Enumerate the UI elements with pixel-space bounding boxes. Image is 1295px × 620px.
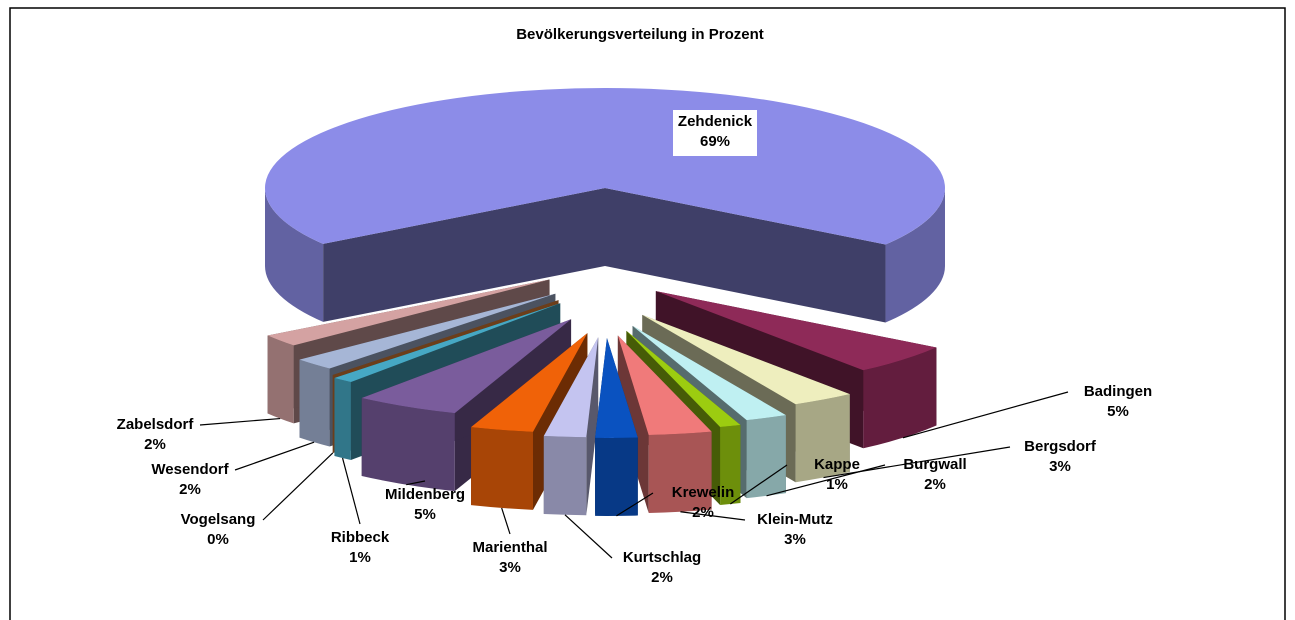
- value-label: 2%: [144, 436, 166, 453]
- category-label: Zabelsdorf: [117, 416, 195, 433]
- slice-wall: [746, 415, 786, 499]
- slice-top: [267, 279, 550, 346]
- value-label: 2%: [692, 504, 714, 521]
- category-label: Vogelsang: [181, 511, 256, 528]
- category-label: Mildenberg: [385, 486, 465, 503]
- category-label: Wesendorf: [151, 461, 229, 478]
- value-label: 3%: [499, 559, 521, 576]
- slice-top: [334, 303, 561, 383]
- leader-line: [902, 391, 1069, 439]
- slice-top: [265, 88, 946, 245]
- slice-wall: [361, 397, 455, 492]
- leader-line: [680, 511, 746, 521]
- category-label: Marienthal: [472, 539, 547, 556]
- value-label: 2%: [179, 481, 201, 498]
- slice-top: [471, 333, 588, 432]
- category-label: Klein-Mutz: [757, 511, 833, 528]
- slice-wall: [265, 188, 324, 322]
- leader-line: [406, 480, 426, 486]
- slice: [265, 88, 946, 323]
- slice-top: [617, 335, 712, 436]
- category-label: Kurtschlag: [623, 549, 701, 566]
- slice-top: [626, 330, 741, 427]
- slice-wall: [595, 437, 638, 516]
- slice-top: [595, 337, 638, 438]
- label-background: [673, 110, 757, 156]
- category-label: Zehdenick: [678, 113, 753, 130]
- value-label: 5%: [1107, 403, 1129, 420]
- category-label: Ribbeck: [331, 529, 390, 546]
- slice-wall: [299, 359, 330, 447]
- leader-line: [341, 457, 361, 525]
- leader-line: [729, 464, 788, 505]
- slice-wall: [720, 425, 741, 505]
- leader-line: [501, 507, 511, 535]
- value-label: 0%: [207, 531, 229, 548]
- slice-side: [605, 188, 886, 323]
- slice-wall: [885, 188, 945, 323]
- value-label: 2%: [924, 476, 946, 493]
- slice-top: [361, 319, 572, 414]
- chart-title: Bevölkerungsverteilung in Prozent: [516, 26, 764, 43]
- leader-line: [234, 441, 315, 471]
- value-label: 5%: [414, 506, 436, 523]
- slice: [595, 337, 638, 516]
- category-label: Burgwall: [903, 456, 966, 473]
- slice-top: [299, 293, 556, 369]
- slice-wall: [334, 378, 351, 461]
- slice-top: [642, 314, 850, 405]
- leader-line: [262, 452, 334, 521]
- value-label: 2%: [651, 569, 673, 586]
- leader-line: [616, 492, 654, 517]
- value-label: 1%: [349, 549, 371, 566]
- slice-wall: [648, 431, 712, 514]
- slice-wall: [471, 427, 533, 510]
- value-label: 3%: [784, 531, 806, 548]
- category-label: Krewelin: [672, 484, 735, 501]
- category-label: Kappe: [814, 456, 860, 473]
- category-label: Badingen: [1084, 383, 1152, 400]
- slice-wall: [795, 394, 850, 483]
- slice-wall: [863, 347, 937, 449]
- value-label: 1%: [826, 476, 848, 493]
- slice-wall: [543, 435, 587, 516]
- slice-top: [632, 325, 786, 421]
- slice: [543, 337, 599, 516]
- slice-top: [655, 291, 937, 371]
- value-label: 69%: [700, 133, 730, 150]
- leader-line: [564, 514, 613, 559]
- leader-line: [766, 464, 886, 497]
- slice-top: [543, 337, 599, 438]
- slice-side: [323, 188, 605, 322]
- value-label: 3%: [1049, 458, 1071, 475]
- category-label: Bergsdorf: [1024, 438, 1097, 455]
- leader-line: [199, 417, 281, 426]
- slice-wall: [267, 335, 294, 424]
